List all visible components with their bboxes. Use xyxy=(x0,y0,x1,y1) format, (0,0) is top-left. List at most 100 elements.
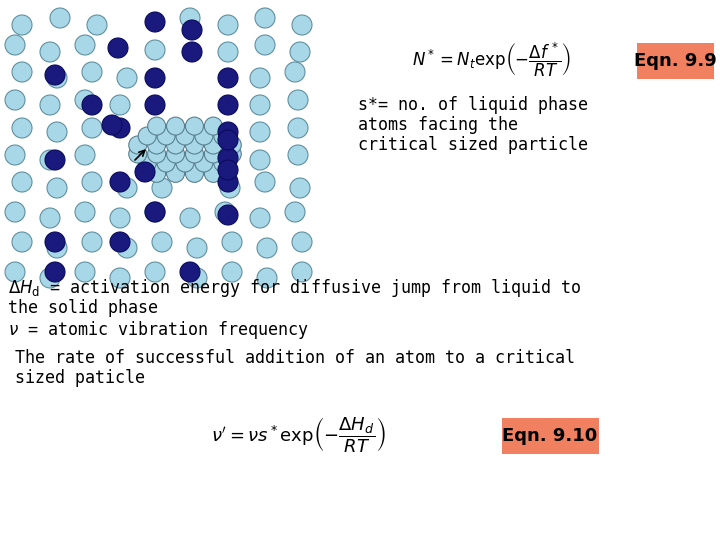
Circle shape xyxy=(117,68,137,88)
Circle shape xyxy=(257,268,277,288)
Circle shape xyxy=(40,150,60,170)
Text: $N^* = N_t \exp\!\left(-\dfrac{\Delta f\,^*}{RT}\right)$: $N^* = N_t \exp\!\left(-\dfrac{\Delta f\… xyxy=(413,41,572,79)
Circle shape xyxy=(182,20,202,40)
Circle shape xyxy=(40,268,60,288)
Circle shape xyxy=(285,62,305,82)
Circle shape xyxy=(290,178,310,198)
Circle shape xyxy=(152,232,172,252)
Text: Eqn. 9.10: Eqn. 9.10 xyxy=(503,427,598,445)
Circle shape xyxy=(102,115,122,135)
Text: s*= no. of liquid phase: s*= no. of liquid phase xyxy=(358,96,588,114)
Circle shape xyxy=(5,35,25,55)
Circle shape xyxy=(250,68,270,88)
Circle shape xyxy=(223,136,241,154)
Circle shape xyxy=(288,90,308,110)
Circle shape xyxy=(40,208,60,228)
Circle shape xyxy=(75,202,95,222)
Circle shape xyxy=(148,136,166,154)
Circle shape xyxy=(218,122,238,142)
Circle shape xyxy=(187,268,207,288)
Circle shape xyxy=(75,35,95,55)
Circle shape xyxy=(145,95,165,115)
Circle shape xyxy=(288,118,308,138)
Circle shape xyxy=(218,205,238,225)
Circle shape xyxy=(288,145,308,165)
Circle shape xyxy=(145,202,165,222)
Circle shape xyxy=(82,118,102,138)
Circle shape xyxy=(204,164,222,183)
Circle shape xyxy=(292,262,312,282)
Circle shape xyxy=(117,178,137,198)
Circle shape xyxy=(40,42,60,62)
Circle shape xyxy=(40,95,60,115)
Text: $\nu$ = atomic vibration frequency: $\nu$ = atomic vibration frequency xyxy=(8,319,309,341)
Circle shape xyxy=(176,127,194,145)
Circle shape xyxy=(82,232,102,252)
Circle shape xyxy=(255,35,275,55)
Circle shape xyxy=(285,202,305,222)
Circle shape xyxy=(87,15,107,35)
Circle shape xyxy=(129,136,147,154)
FancyBboxPatch shape xyxy=(637,43,714,79)
Circle shape xyxy=(166,136,184,154)
Circle shape xyxy=(255,172,275,192)
Circle shape xyxy=(12,172,32,192)
Circle shape xyxy=(180,8,200,28)
Circle shape xyxy=(218,160,238,180)
Circle shape xyxy=(47,122,67,142)
Circle shape xyxy=(218,42,238,62)
Circle shape xyxy=(148,164,166,183)
Circle shape xyxy=(218,172,238,192)
Circle shape xyxy=(180,262,200,282)
Circle shape xyxy=(108,38,128,58)
Circle shape xyxy=(47,68,67,88)
Circle shape xyxy=(214,127,232,145)
Circle shape xyxy=(186,117,204,135)
Circle shape xyxy=(255,8,275,28)
Text: the solid phase: the solid phase xyxy=(8,299,158,317)
Circle shape xyxy=(215,202,235,222)
Circle shape xyxy=(110,268,130,288)
Circle shape xyxy=(75,90,95,110)
Circle shape xyxy=(5,262,25,282)
Circle shape xyxy=(110,118,130,138)
Circle shape xyxy=(218,68,238,88)
Circle shape xyxy=(204,145,222,163)
Circle shape xyxy=(145,12,165,32)
Circle shape xyxy=(290,42,310,62)
Circle shape xyxy=(117,238,137,258)
Circle shape xyxy=(5,90,25,110)
Circle shape xyxy=(180,208,200,228)
Circle shape xyxy=(250,122,270,142)
Circle shape xyxy=(218,15,238,35)
Circle shape xyxy=(75,262,95,282)
Circle shape xyxy=(12,62,32,82)
Circle shape xyxy=(145,68,165,88)
Circle shape xyxy=(218,130,238,150)
Circle shape xyxy=(182,42,202,62)
Circle shape xyxy=(129,145,147,163)
Circle shape xyxy=(292,15,312,35)
Circle shape xyxy=(75,145,95,165)
Text: atoms facing the: atoms facing the xyxy=(358,116,518,134)
Circle shape xyxy=(148,145,166,163)
Circle shape xyxy=(218,95,238,115)
Circle shape xyxy=(250,150,270,170)
Text: critical sized particle: critical sized particle xyxy=(358,136,588,154)
Circle shape xyxy=(148,117,166,135)
Circle shape xyxy=(110,232,130,252)
Circle shape xyxy=(186,145,204,163)
Circle shape xyxy=(292,232,312,252)
Circle shape xyxy=(110,208,130,228)
Circle shape xyxy=(186,164,204,183)
FancyBboxPatch shape xyxy=(502,418,599,454)
Circle shape xyxy=(45,150,65,170)
Circle shape xyxy=(157,154,175,172)
Circle shape xyxy=(220,178,240,198)
Circle shape xyxy=(223,145,241,163)
Circle shape xyxy=(110,95,130,115)
Circle shape xyxy=(250,95,270,115)
Circle shape xyxy=(12,232,32,252)
Text: $\Delta H_\mathrm{d}$ = activation energy for diffusive jump from liquid to: $\Delta H_\mathrm{d}$ = activation energ… xyxy=(8,277,581,299)
Circle shape xyxy=(195,154,213,172)
